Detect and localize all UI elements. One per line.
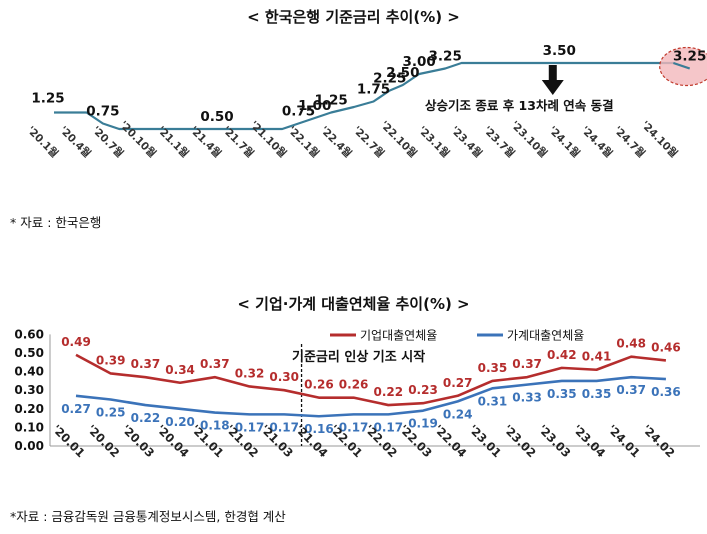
household-data-label: 0.19 [408,417,438,431]
rate-data-label: 0.75 [282,104,315,120]
household-data-label: 0.16 [304,422,334,436]
chart1-title: < 한국은행 기준금리 추이(%) > [247,8,460,26]
household-data-label: 0.17 [269,420,299,434]
rate-data-label: 2.50 [386,65,419,81]
rate-data-label: 1.00 [298,98,331,114]
x-tick-label: '23.4월 [448,124,485,161]
x-tick-label: '23.01 [466,422,504,460]
corporate-data-label: 0.46 [651,340,681,354]
corporate-data-label: 0.37 [200,357,230,371]
rate-data-label: 0.75 [86,104,119,120]
x-tick-label: '23.04 [570,422,608,460]
x-tick-label: '20.02 [84,422,122,460]
corporate-data-label: 0.26 [304,378,334,392]
x-tick-label: '24.1월 [546,124,583,161]
x-tick-label: '23.03 [535,422,573,460]
corporate-data-label: 0.35 [478,361,508,375]
chart1-source: * 자료 : 한국은행 [10,215,102,230]
y-tick-label: 0.40 [14,365,44,379]
rate-series-line [54,61,691,131]
household-data-label: 0.27 [61,402,91,416]
corporate-data-label: 0.34 [165,363,195,377]
corporate-data-label: 0.37 [131,357,161,371]
corporate-data-label: 0.37 [512,357,542,371]
household-data-label: 0.35 [547,387,577,401]
rate-series-end-segment [673,61,691,70]
corporate-data-label: 0.26 [339,378,369,392]
chart2-annotation: 기준금리 인상 기조 시작 [292,349,425,365]
x-tick-label: '22.4월 [318,124,355,161]
chart2-title: < 기업·가계 대출연체율 추이(%) > [237,295,470,313]
y-tick-label: 0.00 [14,439,44,453]
y-tick-label: 0.30 [14,383,44,397]
x-tick-label: '20.03 [119,422,157,460]
household-data-label: 0.17 [373,420,403,434]
household-data-label: 0.37 [616,383,646,397]
annotation-arrow-shaft [548,65,557,81]
x-tick-label: '23.02 [501,422,539,460]
corporate-data-label: 0.22 [373,385,403,399]
corporate-data-label: 0.41 [582,350,612,364]
corporate-data-label: 0.23 [408,383,438,397]
corporate-data-label: 0.32 [235,366,265,380]
y-tick-label: 0.50 [14,346,44,360]
rate-data-label: 0.50 [200,109,233,125]
corporate-data-label: 0.48 [616,337,646,351]
household-data-label: 0.18 [200,419,230,433]
corporate-series-line [75,353,667,407]
annotation-arrow-head [541,80,564,95]
x-tick-label: '22.04 [431,422,469,460]
household-data-label: 0.24 [443,407,473,421]
x-tick-label: '20.01 [50,422,88,460]
household-data-label: 0.35 [582,387,612,401]
x-tick-label: '22.1월 [285,124,322,161]
household-data-label: 0.31 [478,394,508,408]
chart1-annotation: 상승기조 종료 후 13차례 연속 동결 [425,98,614,113]
x-tick-label: '24.01 [605,422,643,460]
rate-data-label: 3.25 [673,49,706,65]
rate-data-label: 1.25 [314,93,347,109]
y-tick-label: 0.20 [14,402,44,416]
x-tick-label: '22.10월 [378,118,420,160]
x-tick-label: '20.1월 [24,124,61,161]
rate-data-label: 1.75 [357,82,390,98]
rate-data-label: 3.00 [402,54,435,70]
household-data-label: 0.33 [512,391,542,405]
household-data-label: 0.22 [131,411,161,425]
legend-label: 가계대출연체율 [507,329,584,343]
rate-data-label: 1.25 [31,91,64,107]
y-tick-label: 0.10 [14,420,44,434]
corporate-data-label: 0.42 [547,348,577,362]
rate-data-label: 3.25 [429,49,462,65]
household-data-label: 0.17 [339,420,369,434]
y-tick-label: 0.60 [14,327,44,341]
rate-data-label: 2.25 [373,71,406,87]
x-tick-label: '23.1월 [416,124,453,161]
corporate-data-label: 0.30 [269,370,299,384]
chart1-rate-chart: 1.250.75 0.50 0.751.001.251.752.252.503.00… [24,43,707,161]
corporate-data-label: 0.27 [443,376,473,390]
household-data-label: 0.17 [235,420,265,434]
household-data-label: 0.25 [96,406,126,420]
legend-label: 기업대출연체율 [360,329,437,343]
corporate-data-label: 0.39 [96,353,126,367]
chart2-source: *자료 : 금융감독원 금융통계정보시스템, 한경협 계산 [10,509,286,524]
rate-data-label: 3.50 [543,43,576,59]
x-tick-label: '20.10월 [117,118,159,160]
x-tick-label: '24.4월 [579,124,616,161]
household-data-label: 0.20 [165,415,195,429]
chart2-delinquency-chart: 0.60 0.50 0.40 0.30 0.20 0.10 0.00 기준금리 인상 기조 시… [14,327,700,460]
x-tick-label: '24.02 [640,422,678,460]
x-tick-label: '20.4월 [57,124,94,161]
corporate-data-label: 0.49 [61,335,91,349]
household-data-label: 0.36 [651,385,681,399]
household-series-line [75,375,666,418]
